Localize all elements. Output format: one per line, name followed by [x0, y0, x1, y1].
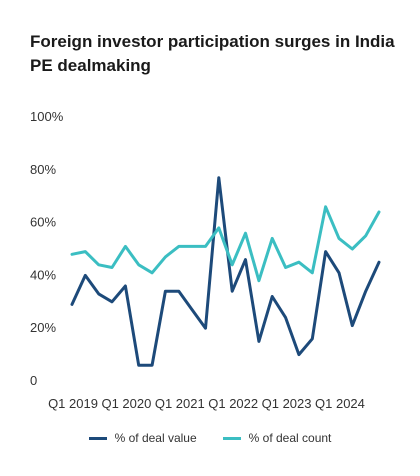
legend-item-deal-value: % of deal value — [88, 431, 197, 445]
chart-title: Foreign investor participation surges in… — [30, 32, 395, 75]
series-line-deal-value — [70, 176, 381, 367]
series-line-deal-count — [70, 205, 381, 283]
x-tick-label: Q1 2021 — [155, 396, 205, 411]
line-chart: 020%40%60%80%100% Q1 2019 Q1 2020 Q1 2021 Q… — [30, 109, 381, 411]
x-tick-label: Q1 2020 — [101, 396, 151, 411]
y-tick-label: 60% — [30, 215, 56, 230]
y-tick-label: 80% — [30, 162, 56, 177]
y-tick-label: 0 — [30, 373, 37, 388]
legend-item-deal-count: % of deal count — [222, 431, 332, 445]
y-tick-label: 100% — [30, 109, 64, 124]
legend: % of deal value % of deal count — [0, 428, 420, 448]
x-tick-label: Q1 2024 — [315, 396, 365, 411]
y-tick-label: 20% — [30, 320, 56, 335]
legend-swatch-deal-value — [88, 436, 107, 440]
plot-area — [70, 176, 381, 367]
x-tick-label: Q1 2019 — [48, 396, 98, 411]
legend-label-deal-count: % of deal count — [248, 431, 332, 445]
x-tick-label: Q1 2023 — [262, 396, 312, 411]
x-tick-label: Q1 2022 — [208, 396, 258, 411]
legend-swatch-deal-count — [222, 436, 241, 440]
y-tick-label: 40% — [30, 267, 56, 282]
legend-label-deal-value: % of deal value — [114, 431, 197, 445]
x-axis: Q1 2019 Q1 2020 Q1 2021 Q1 2022 Q1 2023 Q1 20… — [48, 396, 365, 411]
y-axis: 0 20% 40% 60% 80% 100% — [30, 109, 64, 388]
